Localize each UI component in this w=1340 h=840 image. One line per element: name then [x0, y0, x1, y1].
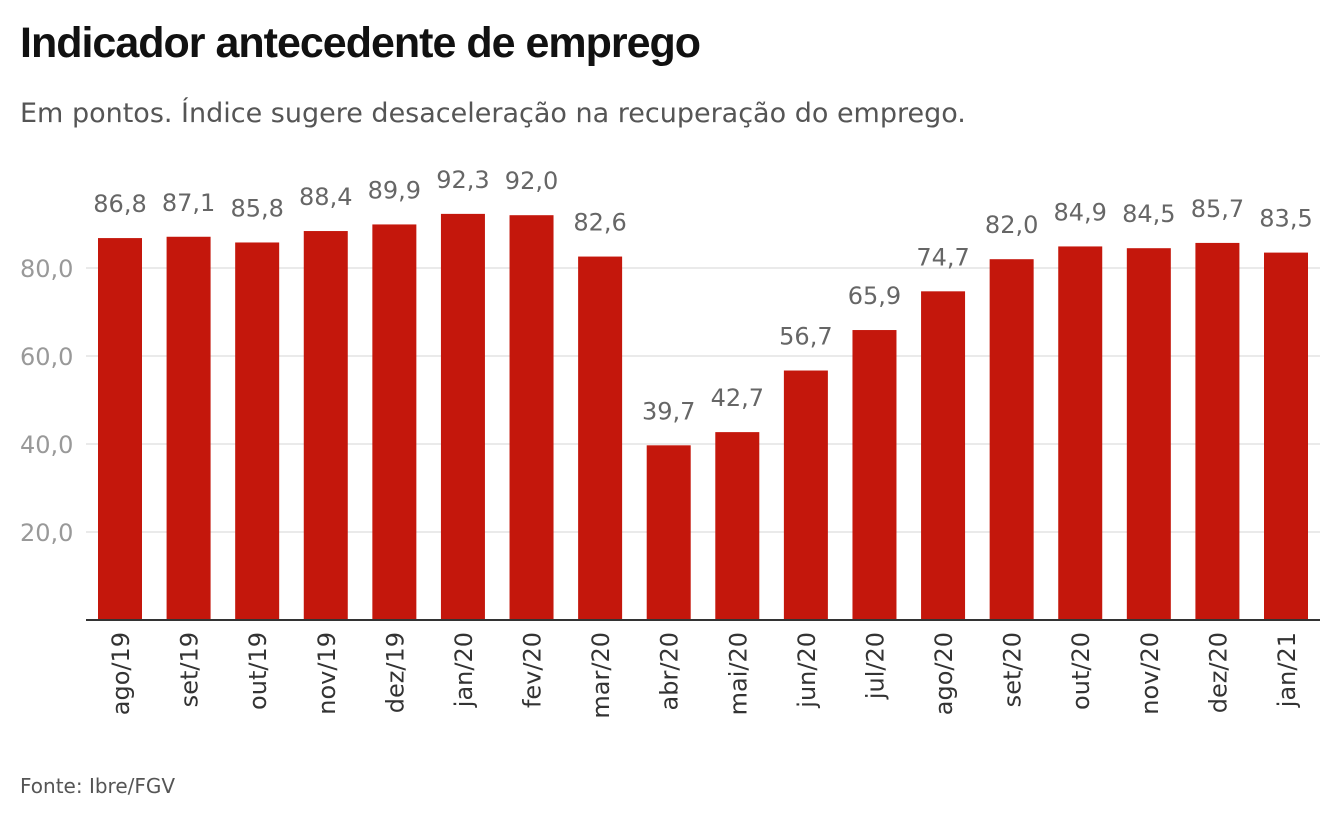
chart-title: Indicador antecedente de emprego [20, 19, 701, 67]
x-axis-ticks: ago/19 set/19 out/19 nov/19 dez/19 jan/20 fev/… [107, 632, 1301, 719]
x-tick-label: nov/20 [1136, 632, 1164, 715]
bar [1264, 252, 1308, 620]
bar [1126, 248, 1171, 620]
bar-value-label: 85,8 [230, 194, 283, 222]
x-tick-label: out/20 [1067, 632, 1095, 710]
y-tick-label: 40,0 [20, 431, 73, 459]
x-tick-label: set/19 [176, 632, 204, 707]
x-tick-label: mar/20 [587, 632, 615, 719]
x-tick-label: dez/19 [381, 632, 409, 713]
x-tick-label: ago/20 [930, 632, 958, 715]
y-tick-label: 80,0 [20, 255, 73, 283]
value-labels: 86,8 87,1 85,8 88,4 89,9 92,3 92,0 82,6 39,7 42,7… [93, 166, 1312, 425]
x-tick-label: jan/21 [1273, 632, 1301, 708]
bar [783, 370, 828, 620]
x-tick-label: out/19 [244, 632, 272, 710]
bars [98, 213, 1308, 621]
y-tick-label: 20,0 [20, 519, 73, 547]
bar-value-label: 65,9 [848, 282, 901, 310]
x-tick-label: dez/20 [1204, 632, 1232, 713]
bar [989, 259, 1034, 620]
x-tick-label: nov/19 [313, 632, 341, 715]
bar [303, 231, 348, 621]
bar-value-label: 82,0 [985, 211, 1038, 239]
bar [1058, 246, 1103, 620]
x-tick-label: fev/20 [519, 632, 547, 708]
bar [166, 236, 211, 620]
bar-value-label: 84,5 [1122, 200, 1175, 228]
bar [852, 330, 897, 620]
bar [440, 213, 485, 620]
bar [1195, 242, 1240, 621]
bar-value-label: 83,5 [1259, 205, 1312, 233]
bar [235, 242, 280, 621]
bar-value-label: 85,7 [1191, 195, 1244, 223]
bar [921, 291, 966, 620]
bar [509, 215, 554, 620]
y-tick-label: 60,0 [20, 343, 73, 371]
bar-value-label: 89,9 [368, 176, 421, 204]
bar [98, 238, 142, 620]
bar [715, 432, 760, 620]
y-axis-ticks: 20,0 40,0 60,0 80,0 [20, 255, 73, 547]
bar [578, 256, 623, 620]
gridlines [86, 267, 1320, 533]
bar [372, 224, 417, 620]
bar-value-label: 87,1 [162, 189, 215, 217]
bar-value-label: 82,6 [573, 209, 626, 237]
bar-value-label: 92,3 [436, 166, 489, 194]
bar-value-label: 39,7 [642, 397, 695, 425]
bar-value-label: 86,8 [93, 190, 146, 218]
bar-value-label: 74,7 [916, 243, 969, 271]
x-tick-label: jan/20 [450, 632, 478, 708]
bar-value-label: 56,7 [779, 323, 832, 351]
bar-value-label: 88,4 [299, 183, 352, 211]
bar-value-label: 92,0 [505, 167, 558, 195]
x-tick-label: ago/19 [107, 632, 135, 715]
x-tick-label: jul/20 [861, 632, 889, 700]
bar-value-label: 42,7 [711, 384, 764, 412]
source-note: Fonte: Ibre/FGV [20, 774, 176, 798]
bar [646, 445, 691, 620]
x-tick-label: abr/20 [656, 632, 684, 710]
x-tick-label: jun/20 [793, 632, 821, 709]
chart-subtitle: Em pontos. Índice sugere desaceleração n… [20, 98, 966, 129]
x-tick-label: mai/20 [724, 632, 752, 715]
x-tick-label: set/20 [999, 632, 1027, 707]
bar-value-label: 84,9 [1054, 198, 1107, 226]
